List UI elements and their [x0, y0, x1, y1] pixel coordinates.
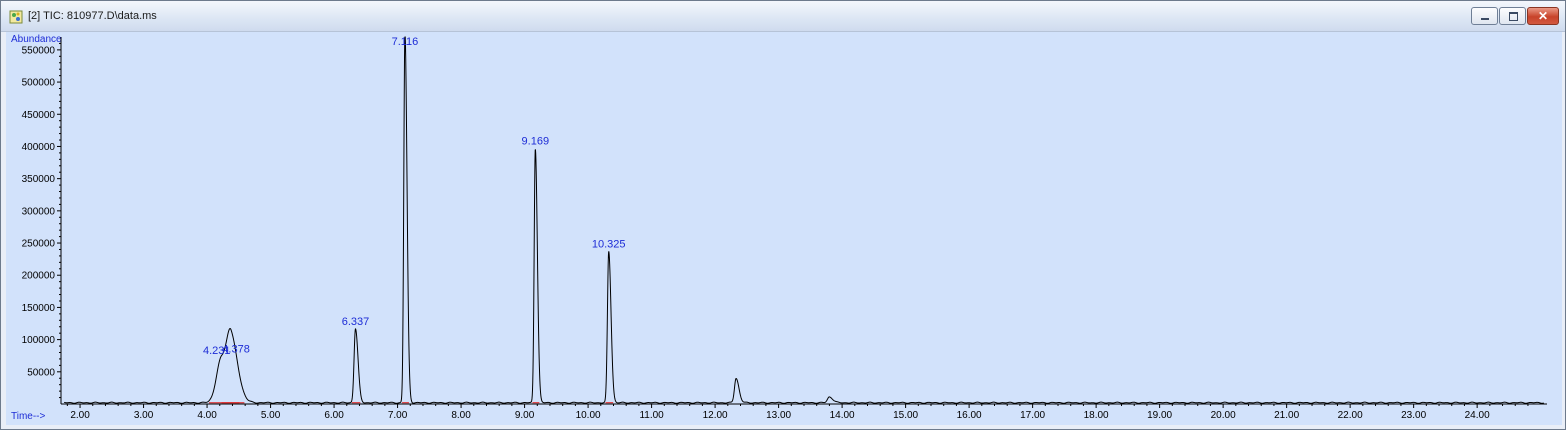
x-tick-label: 7.00: [388, 410, 408, 421]
x-tick-label: 3.00: [134, 410, 154, 421]
x-tick-label: 9.00: [515, 410, 535, 421]
y-tick-label: 500000: [22, 78, 56, 89]
x-tick-label: 12.00: [703, 410, 728, 421]
x-tick-label: 23.00: [1401, 410, 1426, 421]
x-tick-label: 15.00: [893, 410, 918, 421]
close-button[interactable]: ✕: [1527, 7, 1559, 25]
x-tick-label: 11.00: [639, 410, 664, 421]
x-tick-label: 10.00: [576, 410, 601, 421]
y-tick-label: 150000: [22, 303, 56, 314]
x-tick-label: 20.00: [1211, 410, 1236, 421]
peak-label: 6.337: [342, 316, 370, 328]
title-bar[interactable]: [2] TIC: 810977.D\data.ms ✕: [1, 1, 1565, 32]
x-tick-label: 8.00: [451, 410, 471, 421]
window-title: [2] TIC: 810977.D\data.ms: [28, 10, 157, 22]
y-tick-label: 50000: [27, 367, 55, 378]
close-icon: ✕: [1537, 9, 1549, 23]
x-tick-label: 13.00: [766, 410, 791, 421]
x-tick-label: 14.00: [830, 410, 855, 421]
y-tick-label: 400000: [22, 142, 56, 153]
plot-area[interactable]: Abundance Time--> 50000 100000 150000 20000…: [6, 32, 1562, 425]
x-tick-label: 18.00: [1084, 410, 1109, 421]
x-tick-label: 17.00: [1020, 410, 1045, 421]
x-tick-label: 2.00: [70, 410, 90, 421]
x-axis-title: Time-->: [11, 411, 46, 422]
peak-label: 7.116: [392, 36, 419, 48]
y-tick-label: 450000: [22, 110, 56, 121]
peak-label: 10.325: [592, 239, 626, 251]
y-tick-label: 300000: [22, 206, 56, 217]
peak-label: 4.378: [222, 344, 250, 356]
y-tick-label: 350000: [22, 174, 56, 185]
x-tick-label: 4.00: [197, 410, 217, 421]
minimize-button[interactable]: [1471, 7, 1498, 25]
y-tick-label: 250000: [22, 239, 56, 250]
peak-label: 9.169: [522, 136, 550, 148]
chromatogram-app-icon: [9, 10, 23, 24]
maximize-button[interactable]: [1499, 7, 1526, 25]
y-tick-label: 100000: [22, 335, 56, 346]
x-tick-label: 22.00: [1338, 410, 1363, 421]
peak-label: 4.231: [203, 345, 231, 357]
x-tick-label: 19.00: [1147, 410, 1172, 421]
x-tick-label: 5.00: [261, 410, 281, 421]
x-tick-label: 6.00: [324, 410, 344, 421]
tic-trace: [64, 36, 1544, 404]
y-axis-title: Abundance: [11, 34, 62, 45]
x-tick-label: 24.00: [1465, 410, 1490, 421]
y-tick-label: 550000: [22, 45, 56, 56]
chromatogram-chart[interactable]: Abundance Time--> 50000 100000 150000 20000…: [6, 32, 1562, 425]
x-tick-label: 21.00: [1274, 410, 1299, 421]
y-tick-label: 200000: [22, 271, 56, 282]
x-tick-label: 16.00: [957, 410, 982, 421]
